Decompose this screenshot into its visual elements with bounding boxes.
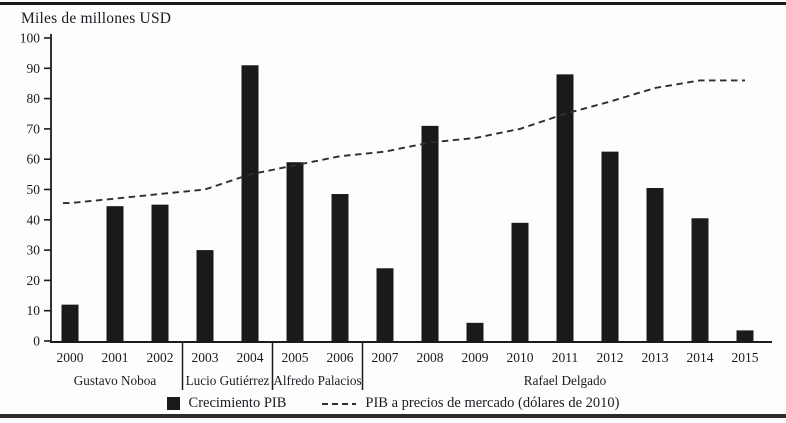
y-tick-label: 40: [27, 212, 41, 227]
top-rule: [0, 2, 786, 5]
gdp-line: [63, 79, 745, 205]
bar-2004: [241, 65, 259, 343]
president-label: Lucio Gutiérrez: [186, 373, 270, 388]
x-tick-label: 2011: [552, 350, 579, 365]
bar-swatch-icon: [166, 397, 180, 410]
x-tick-label: 2013: [642, 350, 669, 365]
x-tick-label: 2008: [417, 350, 444, 365]
x-tick-label: 2000: [57, 350, 84, 365]
y-tick-label: 0: [33, 334, 40, 349]
bar-2007: [376, 268, 394, 342]
bar-2002: [151, 204, 169, 342]
y-tick-label: 30: [27, 243, 41, 258]
x-tick-label: 2005: [282, 350, 309, 365]
y-tick-label: 10: [27, 303, 41, 318]
bar-2003: [196, 250, 214, 342]
president-label: Alfredo Palacios: [273, 373, 361, 388]
x-tick-label: 2015: [732, 350, 759, 365]
bar-2000: [61, 304, 79, 342]
x-tick-label: 2007: [372, 350, 399, 365]
y-tick-label: 60: [27, 152, 41, 167]
bar-2008: [421, 125, 439, 343]
x-tick-label: 2006: [327, 350, 354, 365]
legend-line-label: PIB a precios de mercado (dólares de 201…: [365, 395, 620, 411]
x-tick-label: 2002: [147, 350, 174, 365]
x-tick-label: 2004: [237, 350, 264, 365]
x-tick-label: 2001: [102, 350, 129, 365]
bar-2012: [601, 151, 619, 342]
bar-2001: [106, 206, 124, 342]
bar-2011: [556, 74, 574, 343]
bar-2014: [691, 218, 709, 342]
y-tick-label: 100: [20, 31, 41, 46]
chart-legend: Crecimiento PIB PIB a precios de mercado…: [0, 394, 786, 413]
bar-2009: [466, 322, 484, 342]
president-label: Gustavo Noboa: [74, 373, 157, 388]
y-tick-label: 20: [27, 273, 41, 288]
x-tick-label: 2014: [687, 350, 714, 365]
bar-2010: [511, 222, 529, 342]
bar-2013: [646, 187, 664, 342]
bar-2005: [286, 162, 304, 342]
y-tick-label: 90: [27, 61, 41, 76]
x-tick-label: 2009: [462, 350, 489, 365]
legend-bar-label: Crecimiento PIB: [188, 395, 287, 411]
x-tick-label: 2010: [507, 350, 534, 365]
legend-item-line: PIB a precios de mercado (dólares de 201…: [322, 395, 619, 412]
y-tick-label: 70: [27, 121, 41, 136]
dashed-line-swatch-icon: [322, 402, 357, 405]
x-tick-label: 2003: [192, 350, 219, 365]
president-label: Rafael Delgado: [524, 373, 607, 388]
bar-2015: [736, 330, 754, 342]
bar-2006: [331, 194, 349, 342]
bottom-rule: [0, 414, 786, 418]
y-tick-label: 50: [27, 182, 41, 197]
y-tick-label: 80: [27, 91, 41, 106]
x-tick-label: 2012: [597, 350, 624, 365]
y-axis-title: Miles de millones USD: [21, 10, 172, 27]
legend-item-bars: Crecimiento PIB: [166, 395, 287, 412]
